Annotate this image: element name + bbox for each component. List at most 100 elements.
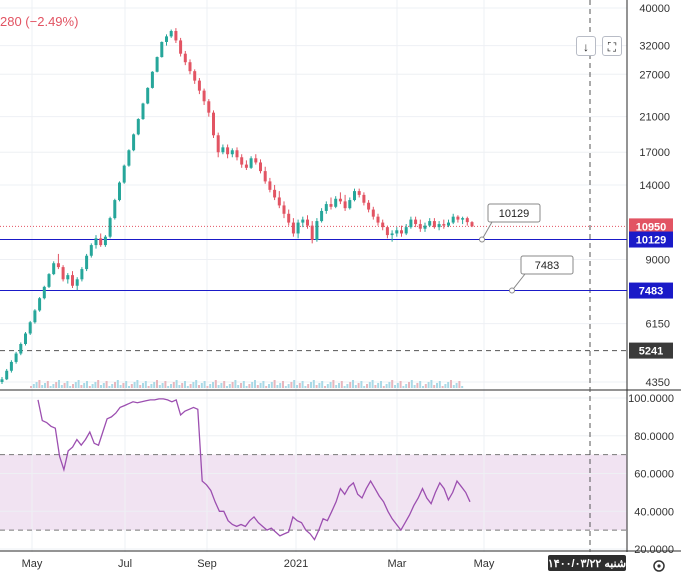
level-7483-badge (629, 282, 673, 299)
volume-bar (167, 386, 170, 388)
callout-10129-anchor (479, 236, 485, 243)
volume-bar (354, 385, 357, 388)
candle-body (447, 222, 450, 226)
callout-7483-leader (511, 273, 526, 291)
time-tick-label: May (22, 558, 43, 570)
volume-bar (343, 386, 346, 388)
price-tick-label: 21000 (639, 112, 670, 124)
volume-bar (245, 386, 248, 388)
volume-bar (321, 381, 324, 388)
volume-bar (170, 384, 172, 388)
candle-body (362, 194, 366, 203)
candle-body (343, 201, 347, 209)
volume-bar (226, 386, 228, 388)
volume-bar (287, 384, 290, 388)
volume-bar (427, 382, 430, 388)
candle-body (282, 205, 286, 214)
volume-bar (100, 385, 102, 388)
level-5241-badge (629, 342, 673, 359)
candle-body (287, 213, 291, 223)
time-tick-label: May (474, 558, 495, 570)
candle-body (136, 119, 140, 135)
volume-bar (52, 384, 55, 388)
volume-bar (38, 380, 41, 388)
volume-bar (248, 384, 251, 388)
candle-body (414, 219, 418, 225)
candle-body (179, 40, 183, 54)
volume-bar (108, 386, 111, 388)
candle-body (33, 310, 37, 323)
volume-bar (41, 385, 44, 388)
candle-body (235, 150, 239, 158)
volume-bar (360, 381, 363, 388)
volume-bar (318, 383, 321, 388)
fullscreen-icon: ⛶ (607, 40, 617, 54)
candle-body (357, 191, 361, 195)
volume-bar (458, 381, 461, 388)
candle-body (470, 222, 474, 227)
candle-body (334, 198, 338, 207)
volume-bar (156, 380, 158, 388)
price-change-label: 280 (−2.49%) (0, 14, 79, 29)
fullscreen-button[interactable]: ⛶ (602, 36, 622, 56)
volume-bar (315, 385, 318, 388)
volume-bar (125, 381, 128, 388)
candle-body (24, 333, 27, 344)
candle-body (451, 216, 455, 223)
callout-10129-text: 10129 (499, 208, 530, 220)
level-10129-badge (629, 231, 673, 248)
volume-bar (192, 382, 195, 388)
candle-body (400, 230, 403, 234)
volume-bar (282, 381, 284, 388)
volume-bar (290, 382, 293, 388)
volume-bar (133, 382, 136, 388)
candle-body (273, 189, 277, 198)
candle-body (301, 219, 305, 223)
volume-bar (60, 385, 63, 388)
candle-body (310, 225, 314, 241)
candle-body (376, 216, 380, 223)
volume-bar (388, 382, 391, 388)
candle-body (19, 343, 23, 354)
volume-bar (97, 380, 100, 388)
volume-bar (203, 381, 206, 388)
candle-body (240, 157, 244, 165)
download-button[interactable]: ↓ (576, 36, 596, 56)
volume-bar (195, 380, 198, 388)
candle-body (14, 353, 18, 362)
rsi-tick-label: 60.0000 (634, 469, 674, 481)
candle-body (85, 255, 89, 270)
volume-bar (394, 385, 396, 388)
price-tick-label: 4350 (646, 377, 670, 389)
candle-body (315, 221, 319, 241)
volume-bar (422, 386, 424, 388)
volume-bar (391, 380, 394, 388)
price-tick-label: 9000 (646, 254, 670, 266)
candle-body (390, 233, 394, 236)
volume-bar (234, 380, 237, 388)
candle-body (254, 158, 258, 163)
candle-body (165, 36, 168, 42)
volume-bar (105, 381, 108, 388)
volume-bar (144, 381, 147, 388)
volume-bar (164, 381, 167, 388)
candle-body (263, 171, 267, 182)
price-tick-label: 27000 (639, 69, 670, 81)
candle-body (324, 204, 328, 211)
candle-body (353, 191, 356, 201)
candle-body (118, 182, 121, 201)
candle-body (56, 263, 60, 268)
last-price-badge (629, 218, 673, 235)
volume-bar (184, 381, 186, 388)
gear-icon[interactable] (653, 560, 665, 572)
volume-bar (366, 384, 368, 388)
candle-body (42, 286, 46, 299)
candle-body (75, 279, 79, 286)
volume-bar (307, 384, 310, 388)
volume-bar (452, 385, 455, 388)
volume-bar (111, 384, 114, 388)
volume-bar (408, 382, 410, 388)
volume-bar (240, 383, 242, 388)
volume-bar (55, 382, 58, 388)
